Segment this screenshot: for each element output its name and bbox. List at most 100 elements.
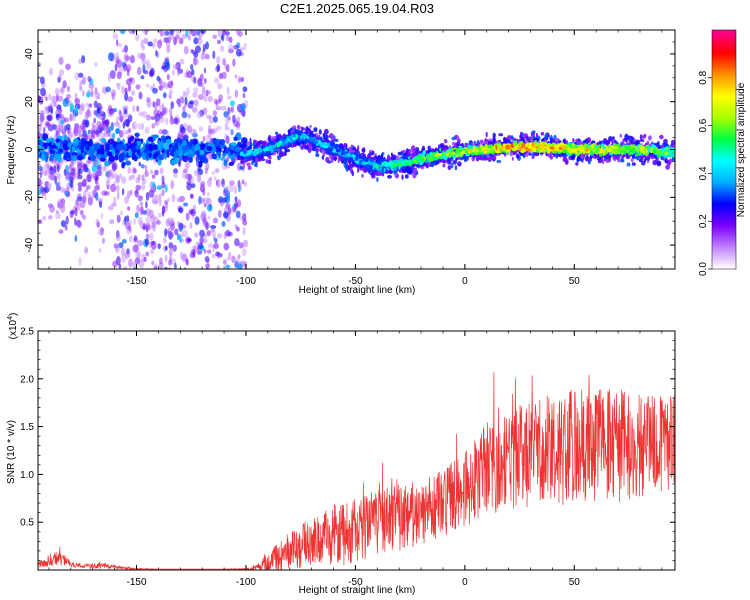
spectrogram-cell xyxy=(117,191,120,200)
spectrogram-cell xyxy=(68,163,73,170)
spectrogram-cell xyxy=(147,41,153,47)
spectrogram-cell xyxy=(91,189,98,195)
spectrogram-cell xyxy=(189,175,195,184)
spectrogram-cell xyxy=(111,162,118,171)
spectrogram-cell xyxy=(204,256,210,263)
spectrogram-cell xyxy=(154,102,158,110)
spectrogram-cell xyxy=(96,143,101,148)
spectrogram-cell xyxy=(116,59,123,68)
spectrogram-cell xyxy=(350,144,353,149)
spectrogram-cell xyxy=(321,155,325,160)
spectrogram-cell xyxy=(115,174,120,184)
spectrogram-cell xyxy=(146,21,152,29)
spectrogram-cell xyxy=(74,97,81,106)
spectrogram-cell xyxy=(510,135,514,140)
spectrogram-cell xyxy=(64,125,67,132)
spectrogram-cell xyxy=(178,207,184,213)
spectrogram-cell xyxy=(87,194,94,201)
spectrogram-cell xyxy=(196,30,201,36)
spectrogram-cell xyxy=(86,110,92,119)
spectrogram-cell xyxy=(442,163,446,168)
spectrogram-cell xyxy=(212,170,215,176)
spectrogram-cell xyxy=(39,171,43,179)
spectrogram-cell xyxy=(60,204,66,214)
spectrogram-cell xyxy=(197,35,202,41)
spectrogram-cell xyxy=(70,115,76,122)
spectrogram-cell xyxy=(48,215,53,220)
spectrogram-cell xyxy=(57,203,64,209)
spectrogram-cell xyxy=(145,30,148,36)
spectrogram-cell xyxy=(232,58,236,67)
spectrogram-cell xyxy=(213,176,217,181)
spectrogram-cell xyxy=(78,109,83,115)
spectrogram-cell xyxy=(190,183,196,189)
spectrogram-cell xyxy=(361,173,364,178)
spectrogram-cell xyxy=(136,66,142,76)
spectrogram-cell xyxy=(114,270,120,274)
spectrogram-cell xyxy=(154,265,157,269)
spectrogram-cell xyxy=(532,130,536,134)
spectrogram-cell xyxy=(547,132,550,138)
spectrogram-cell xyxy=(45,180,50,186)
spectrogram-cell xyxy=(167,36,172,44)
spectrogram-cell xyxy=(62,98,69,107)
spectrogram-cell xyxy=(214,237,218,243)
spectrogram-cell xyxy=(94,91,101,100)
spectrogram-cell xyxy=(104,191,110,196)
spectrogram-cell xyxy=(108,126,112,133)
spectrogram-cell xyxy=(55,130,59,138)
spectrogram-cell xyxy=(131,123,135,130)
spectrogram-cell xyxy=(372,155,378,161)
spectrogram-cell xyxy=(49,105,53,113)
spectrogram-cell xyxy=(174,228,179,236)
spectrogram-cell xyxy=(146,30,150,31)
spectrogram-cell xyxy=(116,255,120,261)
spectrogram-cell xyxy=(105,180,110,189)
spectrogram-cell xyxy=(152,222,157,232)
spectrogram-cell xyxy=(150,214,156,221)
spectrogram-cell xyxy=(189,210,194,215)
spectrogram-cell xyxy=(148,189,155,198)
spectrogram-cell xyxy=(74,106,79,114)
spectrogram-cell xyxy=(66,93,72,99)
spectrogram-cell xyxy=(57,76,61,83)
spectrogram-cell xyxy=(217,39,221,45)
spectrogram-cell xyxy=(193,169,200,177)
spectrogram-cell xyxy=(198,160,203,168)
spectrogram-cell xyxy=(110,122,114,131)
spectrogram-cell xyxy=(126,56,131,62)
spectrogram-cell xyxy=(182,229,188,238)
spectrogram-cell xyxy=(243,220,248,226)
spectrogram-cell xyxy=(222,152,227,157)
spectrogram-cell xyxy=(55,185,62,191)
spectrogram-cell xyxy=(168,33,175,40)
spectrogram-cell xyxy=(109,171,113,177)
spectrogram-cell xyxy=(116,71,122,80)
spectrogram-cell xyxy=(216,265,220,269)
spectrogram-cell xyxy=(91,122,95,129)
spectrogram-cell xyxy=(189,222,193,229)
spectrogram-cell xyxy=(101,166,108,172)
spectrogram-cell xyxy=(624,133,629,140)
spectrogram-cell xyxy=(188,141,192,149)
spectrogram-cell xyxy=(169,267,172,269)
spectrogram-cell xyxy=(204,54,210,60)
spectrogram-cell xyxy=(59,119,65,125)
spectrogram-cell xyxy=(605,159,610,163)
spectrogram-cell xyxy=(228,251,232,257)
spectrogram-cell xyxy=(205,222,209,231)
spectrogram-cell xyxy=(164,228,168,238)
spectrogram-cell xyxy=(402,149,406,154)
spectrogram-cell xyxy=(211,16,215,23)
spectrogram-cell xyxy=(227,184,234,193)
spectrogram-cell xyxy=(190,23,193,29)
spectrogram-cell xyxy=(189,100,195,105)
spectrogram-cell xyxy=(142,222,146,231)
spectrogram-cell xyxy=(220,45,225,52)
spectrogram-cell xyxy=(137,239,144,247)
spectrogram-cell xyxy=(105,171,110,178)
spectrogram-cell xyxy=(225,64,230,73)
spectrogram-cell xyxy=(205,41,210,50)
spectrogram-cell xyxy=(639,138,645,143)
spectrogram-cell xyxy=(158,84,163,91)
